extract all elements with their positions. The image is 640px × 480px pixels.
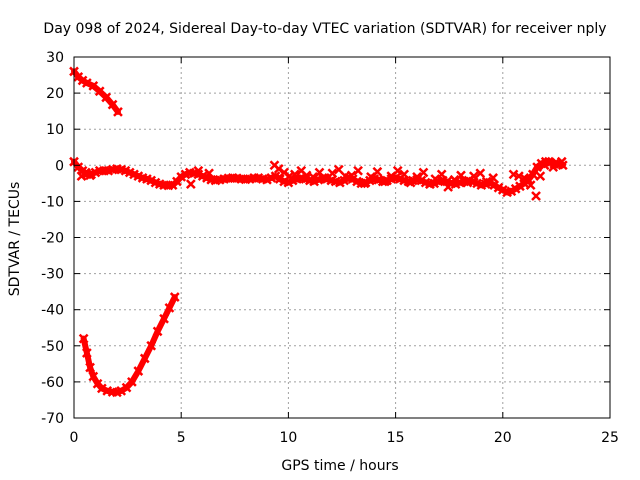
y-tick-label: 0 bbox=[55, 158, 64, 174]
data-point bbox=[113, 106, 123, 117]
data-point bbox=[193, 165, 204, 176]
data-point bbox=[159, 313, 169, 324]
data-point bbox=[456, 170, 466, 181]
grid-lines bbox=[74, 57, 610, 418]
data-point bbox=[146, 340, 157, 351]
data-point bbox=[418, 167, 429, 178]
y-tick-label: 20 bbox=[46, 86, 64, 102]
y-tick-label: -70 bbox=[41, 411, 64, 427]
data-point bbox=[101, 92, 112, 103]
data-point bbox=[525, 180, 536, 191]
data-point bbox=[436, 169, 447, 180]
data-point bbox=[169, 292, 180, 302]
series-upper-arc bbox=[69, 66, 123, 117]
data-point bbox=[527, 169, 538, 180]
series-scatter-band bbox=[76, 156, 567, 201]
y-tick-label: -20 bbox=[41, 231, 64, 247]
data-point bbox=[475, 168, 486, 179]
data-point bbox=[88, 371, 99, 382]
data-point bbox=[488, 173, 499, 183]
data-series bbox=[69, 66, 568, 398]
data-point bbox=[443, 182, 454, 192]
data-point bbox=[284, 171, 295, 182]
data-point bbox=[556, 156, 567, 167]
data-point bbox=[81, 78, 92, 88]
data-point bbox=[308, 171, 318, 182]
y-tick-label: -30 bbox=[41, 267, 64, 283]
data-point bbox=[85, 170, 95, 181]
data-point bbox=[449, 174, 460, 185]
y-tick-label: 10 bbox=[46, 122, 64, 138]
x-tick-label: 15 bbox=[387, 430, 405, 446]
y-tick-label: -50 bbox=[41, 339, 64, 355]
chart-title: Day 098 of 2024, Sidereal Day-to-day VTE… bbox=[43, 21, 606, 37]
data-point bbox=[319, 173, 330, 183]
y-tick-label: -60 bbox=[41, 375, 64, 391]
data-point bbox=[96, 383, 107, 394]
data-point bbox=[133, 366, 144, 376]
y-axis-label: SDTVAR / TECUs bbox=[7, 182, 23, 297]
data-point bbox=[289, 169, 300, 180]
axis-ticks: 0 5 10 15 20 25 -70 -60 -50 -40 -30 -20 -10 0 10 20 30 bbox=[41, 50, 619, 446]
data-point bbox=[116, 386, 127, 396]
x-tick-label: 5 bbox=[177, 430, 186, 446]
data-point bbox=[81, 348, 92, 358]
data-point bbox=[481, 176, 492, 187]
x-tick-label: 20 bbox=[494, 430, 512, 446]
data-point bbox=[392, 165, 403, 176]
y-tick-label: -10 bbox=[41, 194, 64, 210]
data-point bbox=[372, 166, 383, 177]
data-point bbox=[152, 326, 163, 337]
data-point bbox=[508, 169, 519, 180]
data-point bbox=[139, 353, 150, 364]
y-tick-label: 30 bbox=[46, 50, 64, 66]
data-point bbox=[185, 179, 196, 189]
data-point bbox=[85, 362, 95, 373]
x-tick-label: 25 bbox=[601, 430, 619, 446]
data-point bbox=[513, 171, 524, 182]
data-point bbox=[353, 165, 363, 176]
data-point bbox=[327, 168, 338, 179]
data-point bbox=[127, 377, 137, 387]
data-point bbox=[399, 169, 410, 180]
x-tick-label: 0 bbox=[70, 430, 79, 446]
series-lower-arc bbox=[78, 292, 180, 398]
data-point bbox=[468, 171, 479, 182]
data-point bbox=[535, 171, 546, 182]
data-point bbox=[107, 99, 118, 110]
data-point bbox=[531, 191, 541, 201]
data-point bbox=[78, 333, 89, 344]
data-point bbox=[204, 168, 214, 179]
data-point bbox=[412, 171, 422, 182]
data-point bbox=[519, 173, 530, 183]
x-axis-label: GPS time / hours bbox=[281, 458, 398, 474]
data-point bbox=[164, 303, 175, 313]
x-tick-label: 10 bbox=[279, 430, 297, 446]
y-tick-label: -40 bbox=[41, 303, 64, 319]
